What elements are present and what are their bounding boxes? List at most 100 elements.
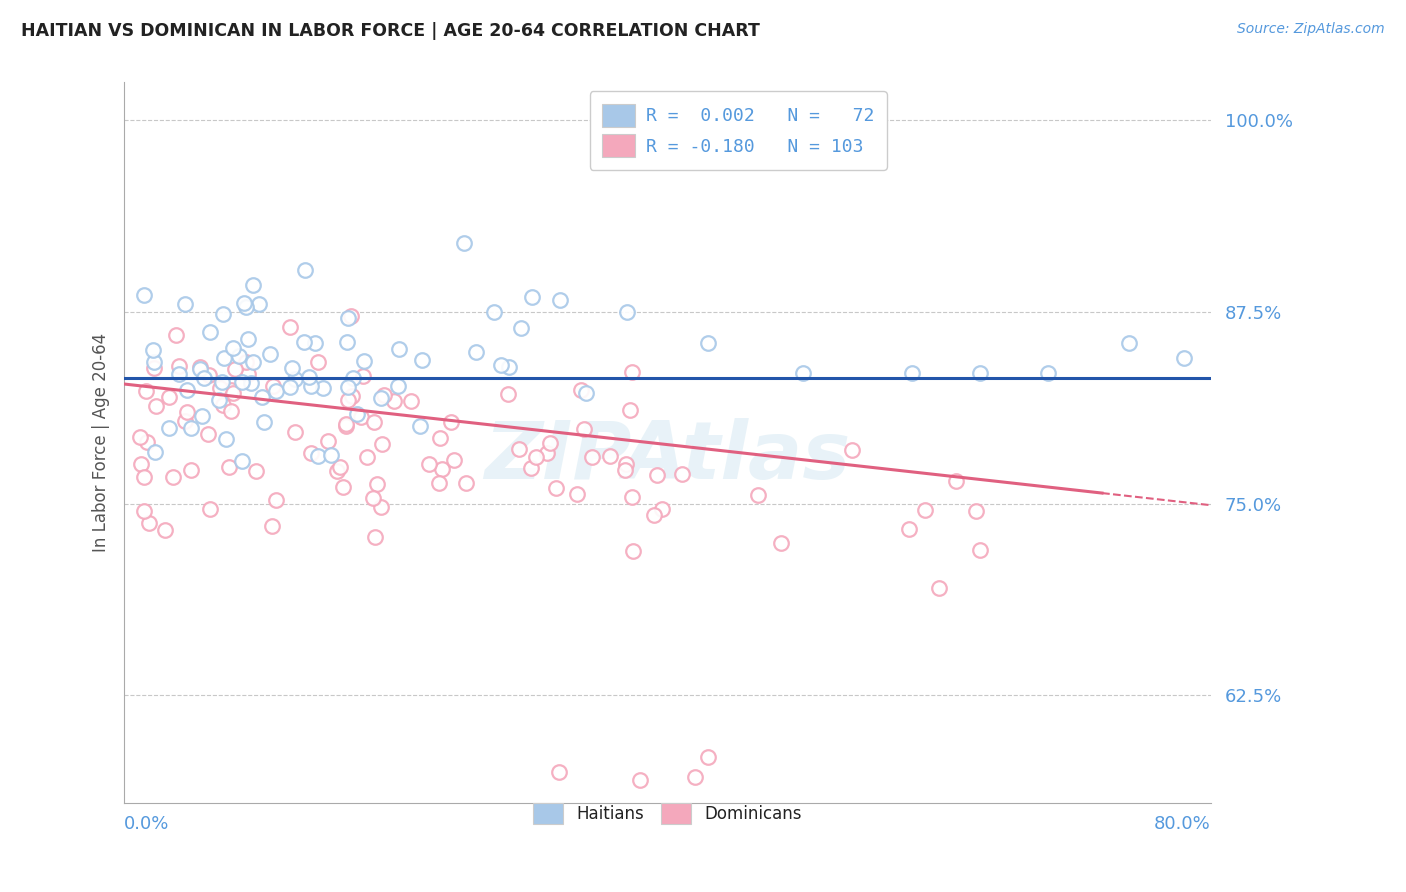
Point [236, 368, 259, 382]
Point [546, 481, 568, 495]
Point [253, 415, 276, 429]
Point [363, 415, 385, 429]
Point [619, 403, 641, 417]
Point [572, 421, 595, 435]
Point [342, 371, 364, 385]
Point [520, 290, 543, 304]
Point [235, 300, 257, 314]
Point [1036, 366, 1059, 380]
Point [299, 445, 322, 459]
Point [628, 772, 651, 787]
Point [621, 490, 644, 504]
Point [167, 359, 190, 373]
Point [329, 460, 352, 475]
Point [215, 433, 238, 447]
Point [145, 445, 167, 459]
Point [176, 384, 198, 398]
Point [443, 453, 465, 467]
Point [157, 420, 180, 434]
Point [370, 391, 392, 405]
Point [361, 491, 384, 505]
Point [240, 376, 263, 390]
Point [399, 394, 422, 409]
Point [278, 380, 301, 394]
Point [198, 368, 221, 383]
Point [356, 450, 378, 464]
Point [208, 381, 231, 395]
Point [388, 342, 411, 356]
Point [304, 336, 326, 351]
Point [897, 522, 920, 536]
Point [298, 369, 321, 384]
Point [336, 311, 359, 326]
Point [928, 581, 950, 595]
Point [174, 297, 197, 311]
Point [747, 487, 769, 501]
Point [262, 379, 284, 393]
Point [299, 379, 322, 393]
Point [509, 321, 531, 335]
Point [281, 361, 304, 376]
Point [165, 327, 187, 342]
Point [232, 296, 254, 310]
Point [335, 417, 357, 431]
Point [671, 467, 693, 481]
Point [427, 476, 450, 491]
Point [321, 448, 343, 462]
Point [222, 341, 245, 355]
Point [575, 386, 598, 401]
Point [340, 389, 363, 403]
Point [620, 365, 643, 379]
Point [200, 502, 222, 516]
Point [218, 460, 240, 475]
Point [569, 383, 592, 397]
Point [247, 297, 270, 311]
Point [346, 407, 368, 421]
Point [491, 359, 513, 373]
Point [250, 391, 273, 405]
Point [914, 503, 936, 517]
Point [132, 503, 155, 517]
Point [945, 474, 967, 488]
Point [969, 542, 991, 557]
Point [294, 263, 316, 277]
Point [697, 749, 720, 764]
Point [352, 368, 374, 383]
Point [482, 305, 505, 319]
Point [208, 393, 231, 408]
Point [440, 416, 463, 430]
Point [453, 235, 475, 250]
Point [129, 458, 152, 472]
Point [581, 450, 603, 464]
Point [965, 504, 987, 518]
Point [332, 479, 354, 493]
Text: 80.0%: 80.0% [1154, 815, 1211, 833]
Text: 0.0%: 0.0% [124, 815, 170, 833]
Point [307, 449, 329, 463]
Point [1118, 335, 1140, 350]
Point [370, 500, 392, 515]
Point [524, 450, 547, 465]
Point [614, 457, 637, 471]
Point [231, 454, 253, 468]
Point [235, 354, 257, 368]
Point [496, 387, 519, 401]
Point [228, 349, 250, 363]
Point [353, 354, 375, 368]
Point [547, 765, 569, 780]
Point [245, 464, 267, 478]
Point [387, 378, 409, 392]
Point [350, 409, 373, 424]
Point [697, 335, 720, 350]
Point [841, 442, 863, 457]
Point [464, 345, 486, 359]
Point [364, 530, 387, 544]
Point [643, 508, 665, 523]
Point [373, 388, 395, 402]
Point [138, 516, 160, 531]
Point [316, 434, 339, 448]
Point [212, 351, 235, 365]
Point [262, 519, 284, 533]
Point [231, 376, 253, 390]
Point [190, 409, 212, 423]
